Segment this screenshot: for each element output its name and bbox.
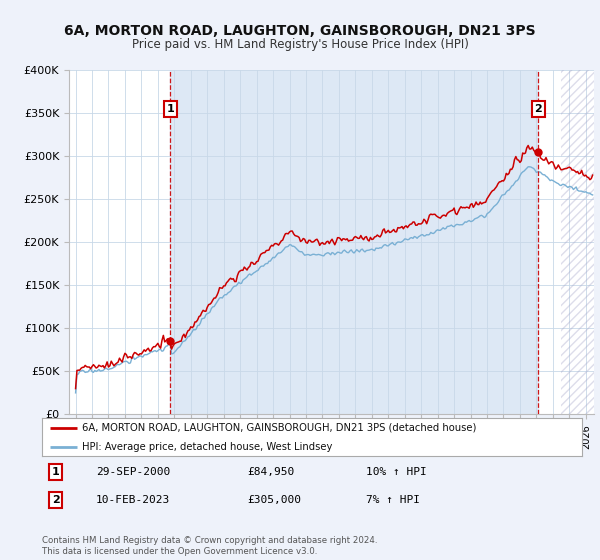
Text: 2: 2 [535,104,542,114]
Text: 10% ↑ HPI: 10% ↑ HPI [366,467,427,477]
Bar [170,70,538,414]
Text: 1: 1 [52,467,59,477]
Text: 7% ↑ HPI: 7% ↑ HPI [366,496,420,505]
Text: HPI: Average price, detached house, West Lindsey: HPI: Average price, detached house, West… [83,442,333,452]
Text: 6A, MORTON ROAD, LAUGHTON, GAINSBOROUGH, DN21 3PS: 6A, MORTON ROAD, LAUGHTON, GAINSBOROUGH,… [64,24,536,38]
Text: 6A, MORTON ROAD, LAUGHTON, GAINSBOROUGH, DN21 3PS (detached house): 6A, MORTON ROAD, LAUGHTON, GAINSBOROUGH,… [83,423,477,433]
Text: Contains HM Land Registry data © Crown copyright and database right 2024.
This d: Contains HM Land Registry data © Crown c… [42,536,377,556]
Text: 10-FEB-2023: 10-FEB-2023 [96,496,170,505]
Text: 2: 2 [52,496,59,505]
Text: £84,950: £84,950 [247,467,295,477]
Bar [561,70,600,414]
Text: 29-SEP-2000: 29-SEP-2000 [96,467,170,477]
Text: 1: 1 [166,104,174,114]
Text: Price paid vs. HM Land Registry's House Price Index (HPI): Price paid vs. HM Land Registry's House … [131,38,469,52]
Bar [561,70,600,414]
Text: £305,000: £305,000 [247,496,301,505]
